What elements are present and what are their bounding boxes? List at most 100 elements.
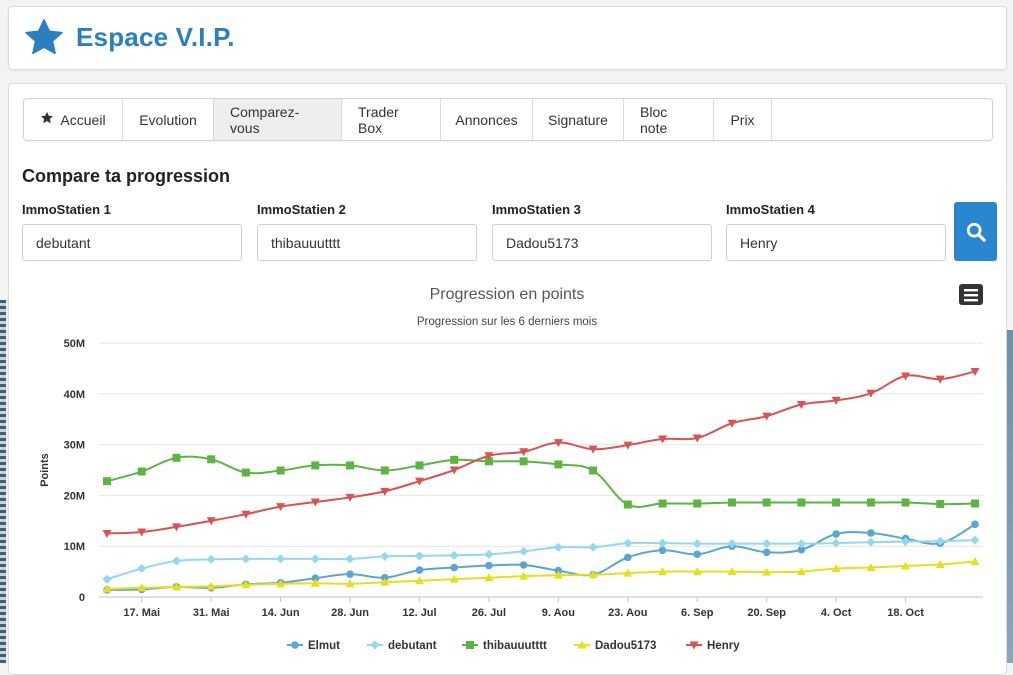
data-point (901, 561, 911, 570)
data-point (310, 554, 320, 564)
field-label-1: ImmoStatien 1 (22, 202, 111, 217)
tab-comparez-vous[interactable]: Comparez-vous (214, 99, 342, 140)
series-line-elmut (106, 523, 976, 591)
x-tick-label: 23. Aou (608, 607, 647, 619)
data-point (276, 503, 286, 512)
legend-item-elmut[interactable]: Elmut (308, 640, 340, 652)
data-point (901, 372, 911, 381)
data-point (970, 535, 980, 545)
data-point (623, 538, 633, 548)
hamburger-menu-line (964, 289, 978, 292)
data-point (866, 563, 876, 572)
tab-prix[interactable]: Prix (714, 99, 772, 140)
search-button[interactable] (954, 202, 997, 261)
data-point (276, 554, 286, 564)
data-point (658, 538, 668, 548)
data-point (832, 498, 841, 507)
progression-chart: Progression en points Progression sur les… (39, 284, 983, 652)
x-tick-label: 26. Jul (472, 607, 506, 619)
y-tick-label: 0 (79, 592, 85, 604)
data-point (623, 441, 633, 450)
data-point (484, 452, 494, 461)
field-label-2: ImmoStatien 2 (257, 202, 346, 217)
data-point (624, 553, 632, 562)
data-point (797, 545, 806, 554)
data-point (171, 556, 181, 566)
data-point (276, 466, 285, 475)
data-point (935, 536, 945, 546)
hamburger-menu-line (964, 294, 978, 297)
data-point (310, 498, 320, 507)
legend-marker (466, 641, 474, 649)
data-point (762, 539, 772, 549)
data-point (345, 493, 355, 502)
data-point (935, 375, 945, 384)
data-point (241, 510, 251, 519)
star-icon (40, 111, 54, 129)
tab-label: Bloc note (640, 103, 668, 136)
player-4-input[interactable] (726, 224, 946, 261)
data-point (971, 520, 979, 529)
legend-item-debutant[interactable]: debutant (388, 640, 437, 652)
legend-item-henry[interactable]: Henry (707, 640, 740, 652)
tab-signature[interactable]: Signature (533, 99, 624, 140)
tab-annonces[interactable]: Annonces (441, 99, 533, 140)
data-point (588, 445, 598, 454)
star-icon (25, 18, 63, 55)
data-point (692, 567, 702, 576)
tab-label: Signature (548, 111, 608, 128)
data-point (171, 523, 181, 532)
data-point (414, 477, 424, 486)
tab-accueil[interactable]: Accueil (24, 99, 123, 140)
data-point (171, 582, 181, 591)
legend-item-dadou5173[interactable]: Dadou5173 (595, 640, 656, 652)
data-point (693, 550, 702, 559)
data-point (727, 567, 737, 576)
legend-marker (370, 640, 380, 650)
data-point (970, 367, 980, 376)
data-point (554, 566, 563, 575)
data-point (380, 487, 390, 496)
data-point (971, 499, 979, 508)
x-tick-label: 20. Sep (747, 607, 786, 619)
legend-item-thibauuutttt[interactable]: thibauuutttt (483, 640, 547, 652)
data-point (797, 498, 806, 507)
series-line-thibauuutttt (106, 455, 976, 508)
data-point (380, 577, 390, 586)
data-point (414, 576, 424, 585)
data-point (415, 461, 424, 470)
data-point (866, 537, 876, 547)
data-point (414, 551, 424, 561)
tab-evolution[interactable]: Evolution (123, 99, 214, 140)
data-point (346, 461, 355, 470)
tab-label: Annonces (455, 111, 518, 128)
main-panel: Accueil Evolution Comparez-vous Trader B… (8, 83, 1007, 675)
y-tick-label: 40M (64, 389, 85, 401)
tab-label: Trader Box (358, 103, 399, 136)
data-point (658, 546, 667, 555)
data-point (137, 528, 147, 537)
y-tick-label: 20M (64, 490, 85, 502)
player-2-input[interactable] (257, 224, 477, 261)
data-point (137, 564, 147, 574)
tab-trader-box[interactable]: Trader Box (342, 99, 441, 140)
player-1-input[interactable] (22, 224, 242, 261)
data-point (137, 583, 147, 592)
data-point (553, 439, 563, 448)
data-point (727, 539, 737, 549)
tab-bloc-note[interactable]: Bloc note (624, 99, 714, 140)
data-point (311, 574, 320, 583)
data-point (449, 550, 459, 560)
data-point (727, 498, 736, 507)
tab-label: Comparez-vous (230, 103, 300, 136)
data-point (380, 551, 390, 561)
data-point (692, 434, 702, 443)
data-point (206, 517, 216, 526)
player-3-input[interactable] (492, 224, 712, 261)
data-point (866, 498, 875, 507)
field-label-4: ImmoStatien 4 (726, 202, 815, 217)
data-point (762, 548, 771, 557)
data-point (450, 455, 459, 464)
data-point (832, 530, 840, 538)
hamburger-menu-line (964, 299, 978, 302)
